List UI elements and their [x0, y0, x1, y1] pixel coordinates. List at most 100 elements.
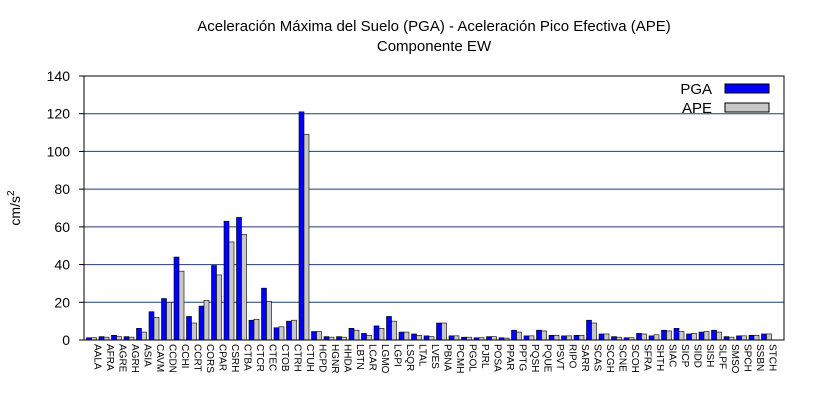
- x-tick-label: CCDN: [167, 344, 178, 373]
- bar-ape-pque: [541, 330, 547, 341]
- x-tick-label: PQSH: [529, 344, 540, 372]
- x-tick-label: SLPF: [717, 344, 728, 369]
- y-axis-label-exponent: 2: [6, 190, 17, 196]
- x-tick-label: SIAC: [667, 344, 678, 367]
- x-tick-label: LGMO: [379, 344, 390, 374]
- bar-pga-pbna: [436, 322, 442, 341]
- x-tick-label: SHTH: [654, 344, 665, 371]
- bar-pga-afra: [98, 336, 105, 341]
- bar-ape-ltal: [416, 334, 422, 341]
- bar-ape-scgh: [603, 333, 610, 341]
- bar-pga-ssbn: [748, 334, 755, 341]
- x-tick-label: POSA: [492, 344, 503, 372]
- y-tick-label: 100: [47, 143, 71, 159]
- plot-frame: [83, 75, 785, 341]
- bar-ape-siac: [666, 330, 672, 341]
- x-tick-label: AFRA: [104, 344, 115, 371]
- x-tick-label: CSRH: [229, 344, 240, 372]
- bar-pga-pcmh: [448, 335, 455, 341]
- x-tick-label: PJRL: [479, 344, 490, 369]
- bar-ape-asia: [141, 331, 147, 341]
- legend-swatch-ape: [724, 102, 770, 113]
- bar-ape-cavm: [153, 317, 160, 341]
- x-tick-label: SCGH: [604, 344, 615, 373]
- bar-ape-lves: [428, 336, 435, 341]
- bar-pga-siac: [661, 329, 667, 341]
- bar-pga-csrh: [223, 220, 230, 341]
- y-axis-label-unit: cm/s: [7, 196, 23, 226]
- bar-pga-scne: [611, 336, 617, 341]
- bar-pga-hhda: [336, 336, 342, 341]
- y-tick-label: 60: [54, 219, 70, 235]
- bar-ape-stch: [766, 333, 772, 341]
- y-axis: 0 20 40 60 80 100 120 140: [47, 68, 84, 348]
- bar-pga-ctuh: [298, 111, 305, 341]
- bar-ape-ctba: [241, 234, 247, 341]
- bar-ape-pqsh: [528, 335, 535, 341]
- y-tick-label: 20: [54, 294, 70, 310]
- x-tick-label: AGRH: [129, 344, 140, 373]
- gridlines: [84, 113, 784, 303]
- bar-pga-lgmo: [373, 325, 380, 341]
- x-axis: AALA AFRA AGRE AGRH ASIA CAVM CCDN CCHI CCRT CORS…: [92, 344, 778, 374]
- bar-pga-lbtn: [348, 328, 355, 341]
- bar-ape-agre: [116, 336, 122, 341]
- bar-ape-cpar: [216, 274, 222, 341]
- x-tick-label: LGPI: [392, 344, 403, 367]
- legend-label-pga: PGA: [680, 81, 712, 98]
- bar-pga-scgh: [598, 333, 605, 341]
- bar-pga-sarr: [573, 334, 580, 341]
- bar-pga-asia: [136, 328, 142, 341]
- bar-ape-psvt: [553, 334, 560, 341]
- bar-ape-lgpi: [391, 320, 397, 341]
- x-tick-label: LCAR: [367, 344, 378, 371]
- x-tick-label: AALA: [92, 344, 103, 370]
- bar-ape-ctrh: [291, 319, 297, 341]
- x-tick-label: CTCR: [254, 344, 265, 372]
- x-tick-label: LTAL: [417, 344, 428, 367]
- bar-pga-lgpi: [386, 316, 392, 341]
- bar-pga-pque: [536, 329, 542, 341]
- bar-ape-ctuh: [303, 134, 310, 341]
- bar-pga-hgnr: [323, 336, 330, 341]
- bar-pga-ccrt: [186, 316, 192, 341]
- x-tick-label: PGOL: [467, 344, 478, 372]
- bar-ape-cchi: [178, 270, 185, 341]
- bar-ape-ripo: [566, 335, 572, 341]
- bar-pga-ripo: [561, 335, 567, 341]
- x-tick-label: STCH: [767, 344, 778, 371]
- bar-ape-posa: [491, 336, 497, 341]
- x-tick-label: LVES: [429, 344, 440, 369]
- bar-pga-shth: [648, 335, 655, 341]
- x-tick-label: PSVT: [554, 344, 565, 370]
- bar-pga-smso: [723, 336, 730, 341]
- x-tick-label: CCRT: [192, 344, 203, 372]
- bar-ape-pptg: [516, 331, 522, 341]
- bar-pga-lsqr: [398, 331, 405, 341]
- bar-ape-csrh: [228, 241, 235, 341]
- bar-ape-pcmh: [453, 335, 460, 341]
- x-tick-label: SCNE: [617, 344, 628, 372]
- bar-pga-sicp: [673, 328, 680, 341]
- x-tick-label: SISH: [704, 344, 715, 367]
- bar-pga-ctcr: [248, 319, 255, 341]
- bar-ape-spch: [741, 335, 747, 341]
- x-tick-label: PPTG: [517, 344, 528, 371]
- bar-pga-lves: [423, 335, 430, 341]
- bar-pga-cchi: [173, 256, 180, 341]
- y-axis-label: cm/s2: [6, 190, 23, 226]
- legend-label-ape: APE: [682, 100, 712, 117]
- x-tick-label: SCOH: [629, 344, 640, 373]
- x-tick-label: HHDA: [342, 344, 353, 373]
- x-tick-label: LBTN: [354, 344, 365, 370]
- legend: PGA APE: [680, 81, 770, 117]
- bar-pga-posa: [486, 336, 492, 341]
- x-tick-label: SCAS: [592, 344, 603, 372]
- bar-pga-sish: [698, 331, 705, 341]
- x-tick-label: CORS: [204, 344, 215, 373]
- x-tick-label: SMSO: [729, 344, 740, 374]
- bar-pga-pptg: [511, 329, 517, 341]
- x-tick-label: CAVM: [154, 344, 165, 372]
- bar-ape-lgmo: [378, 328, 385, 341]
